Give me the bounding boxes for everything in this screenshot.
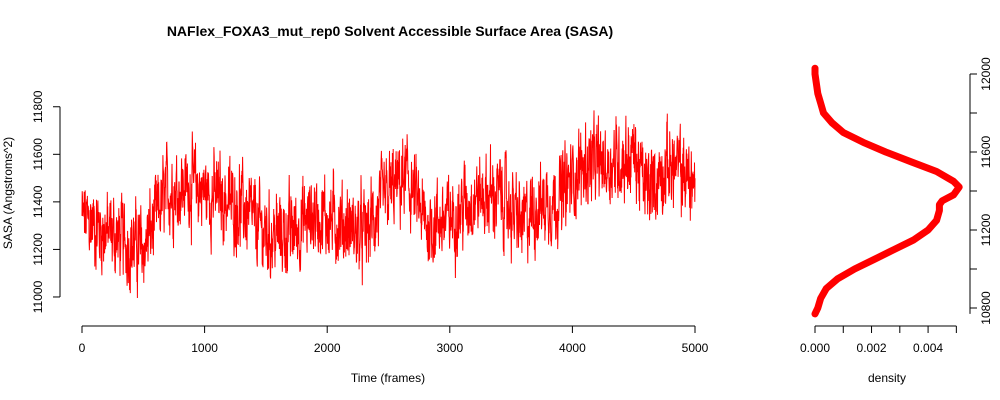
y-tick-label: 11600 (31, 138, 45, 171)
density-x-axis-title: density (868, 371, 906, 385)
x-tick-label: 2000 (314, 341, 341, 355)
x-tick-label: 3000 (436, 341, 463, 355)
x-axis-title: Time (frames) (351, 371, 425, 385)
density-y-tick-label: 11600 (979, 135, 993, 168)
main-plot: 0 1000 2000 3000 4000 5000 11000 11200 11400 1160… (31, 90, 709, 355)
density-curve (811, 64, 963, 318)
density-plot: 0.000 0.002 0.004 10800 11200 11600 12000 (800, 57, 993, 355)
x-tick-label: 0 (79, 341, 86, 355)
density-y-tick-label: 11200 (979, 213, 993, 246)
y-axis-title: SASA (Angstroms^2) (1, 137, 15, 249)
x-tick-label: 5000 (682, 341, 709, 355)
y-tick-label: 11000 (31, 280, 45, 313)
density-y-tick-label: 10800 (979, 291, 993, 325)
density-y-tick-label: 12000 (979, 57, 993, 91)
y-tick-label: 11400 (31, 185, 45, 218)
density-x-tick-label: 0.000 (800, 341, 830, 355)
x-tick-label: 4000 (559, 341, 586, 355)
y-tick-label: 11200 (31, 233, 45, 266)
x-tick-label: 1000 (191, 341, 218, 355)
chart-title: NAFlex_FOXA3_mut_rep0 Solvent Accessible… (167, 23, 613, 39)
density-x-tick-label: 0.002 (857, 341, 887, 355)
density-x-tick-label: 0.004 (913, 341, 943, 355)
y-tick-label: 11800 (31, 90, 45, 123)
sasa-series-line (81, 110, 696, 299)
